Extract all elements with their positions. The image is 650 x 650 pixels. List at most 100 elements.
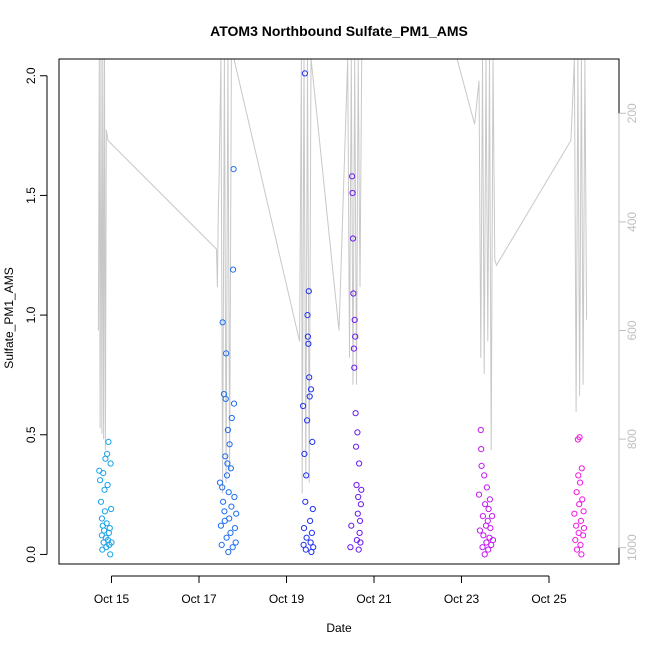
data-point [223, 534, 230, 541]
data-point [97, 498, 105, 505]
data-point [573, 489, 580, 496]
data-point [228, 414, 235, 422]
data-point [489, 513, 496, 520]
data-point [576, 434, 583, 441]
data-point [106, 525, 113, 532]
data-point [105, 438, 112, 445]
secondary-y-tick-label: 600 [625, 320, 639, 340]
data-point [303, 534, 310, 541]
data-point [356, 517, 364, 525]
data-point [482, 501, 489, 508]
data-point [357, 501, 364, 508]
chart-title: ATOM3 Northbound Sulfate_PM1_AMS [210, 23, 468, 39]
data-point [219, 484, 226, 491]
y-tick-label: 1.5 [24, 187, 38, 204]
data-point [580, 525, 588, 532]
data-point [227, 529, 234, 537]
data-point [579, 496, 586, 503]
data-point [481, 551, 488, 558]
data-point [573, 522, 580, 529]
data-point [577, 479, 584, 486]
data-point [572, 537, 579, 544]
data-point [218, 541, 225, 549]
data-point [227, 465, 234, 472]
data-point [107, 551, 114, 558]
data-point [224, 426, 231, 434]
data-point [478, 446, 485, 453]
data-point [104, 481, 111, 489]
data-point [354, 510, 361, 517]
data-point [483, 484, 490, 491]
data-point [108, 505, 115, 513]
data-point [221, 508, 228, 515]
data-point [217, 522, 224, 529]
data-point [576, 501, 583, 508]
y-tick-label: 0.5 [24, 426, 38, 443]
data-point [578, 551, 585, 558]
data-point [478, 462, 485, 469]
altitude-trace-layer [97, 59, 588, 494]
data-point [306, 374, 313, 381]
data-point [347, 544, 354, 551]
y-axis: 0.0 0.5 1.0 1.5 2.0 [24, 67, 48, 563]
data-point [232, 539, 239, 546]
data-point [477, 426, 484, 434]
data-point [480, 532, 487, 539]
data-point [350, 290, 357, 297]
data-point [309, 438, 316, 445]
data-point [479, 513, 486, 520]
data-point [575, 472, 582, 479]
data-point [483, 539, 490, 546]
x-axis-label: Date [326, 621, 352, 635]
data-point [101, 486, 108, 493]
data-point [350, 345, 357, 352]
data-point [108, 539, 115, 546]
data-point [489, 537, 497, 544]
data-point [307, 539, 314, 546]
data-point [484, 517, 491, 525]
data-point [105, 529, 113, 537]
data-point [348, 522, 355, 529]
data-point [356, 460, 363, 467]
data-point [349, 173, 356, 180]
data-point [307, 517, 314, 525]
x-tick-label: Oct 25 [531, 592, 567, 606]
data-point [358, 486, 365, 493]
data-point [223, 472, 231, 479]
data-point [233, 510, 240, 517]
y-tick-label: 1.0 [24, 306, 38, 323]
scatter-points-layer [96, 70, 588, 558]
data-point [98, 515, 106, 522]
data-point [481, 472, 488, 479]
data-point [307, 386, 315, 393]
data-point [302, 546, 309, 553]
data-point [222, 395, 229, 402]
altitude-trace-line [97, 59, 588, 494]
series-2 [216, 166, 240, 556]
series-1 [96, 438, 115, 558]
data-point [309, 505, 316, 513]
x-tick-label: Oct 21 [356, 592, 392, 606]
data-point [219, 319, 226, 326]
data-point [351, 316, 358, 323]
data-point [475, 491, 483, 498]
data-point [221, 517, 228, 525]
data-point [349, 235, 357, 242]
data-point [103, 520, 110, 527]
data-point [486, 496, 493, 503]
data-point [304, 312, 311, 319]
data-point [305, 340, 312, 347]
data-point [353, 443, 360, 450]
series-3 [300, 70, 317, 556]
x-tick-label: Oct 17 [181, 592, 217, 606]
data-point [101, 508, 109, 515]
data-point [356, 529, 363, 537]
data-point [304, 333, 311, 340]
y-axis-label: Sulfate_PM1_AMS [2, 267, 16, 368]
data-point [100, 470, 107, 477]
plot-frame [58, 58, 620, 565]
data-point [578, 465, 585, 472]
data-point [301, 450, 308, 457]
data-point [300, 525, 308, 532]
